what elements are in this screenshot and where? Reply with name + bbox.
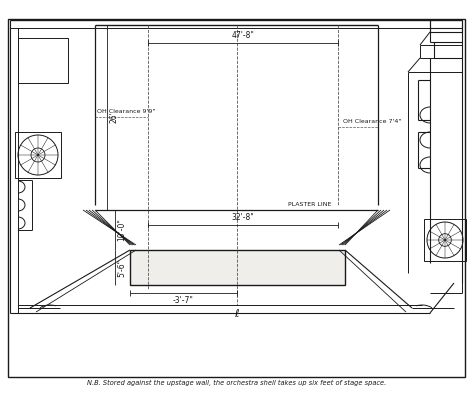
- Text: 32'-8": 32'-8": [232, 213, 255, 222]
- Text: -3'-7": -3'-7": [173, 296, 194, 305]
- Text: OH Clearance 7'4": OH Clearance 7'4": [343, 119, 401, 124]
- Bar: [15, 132, 61, 178]
- Text: OH Clearance 9'9": OH Clearance 9'9": [97, 109, 155, 114]
- Text: $\ell$: $\ell$: [234, 307, 240, 319]
- Text: 5'-6": 5'-6": [117, 258, 126, 276]
- Bar: [18, 38, 68, 83]
- Text: PLASTER LINE: PLASTER LINE: [288, 202, 331, 207]
- Text: 10'-0": 10'-0": [117, 218, 126, 241]
- Text: N.B. Stored against the upstage wall, the orchestra shell takes up six feet of s: N.B. Stored against the upstage wall, th…: [87, 380, 387, 386]
- Bar: [424, 219, 466, 261]
- Text: 47'-8": 47'-8": [232, 31, 255, 40]
- Text: 26': 26': [109, 112, 118, 123]
- Polygon shape: [10, 20, 462, 373]
- Bar: [130, 250, 345, 285]
